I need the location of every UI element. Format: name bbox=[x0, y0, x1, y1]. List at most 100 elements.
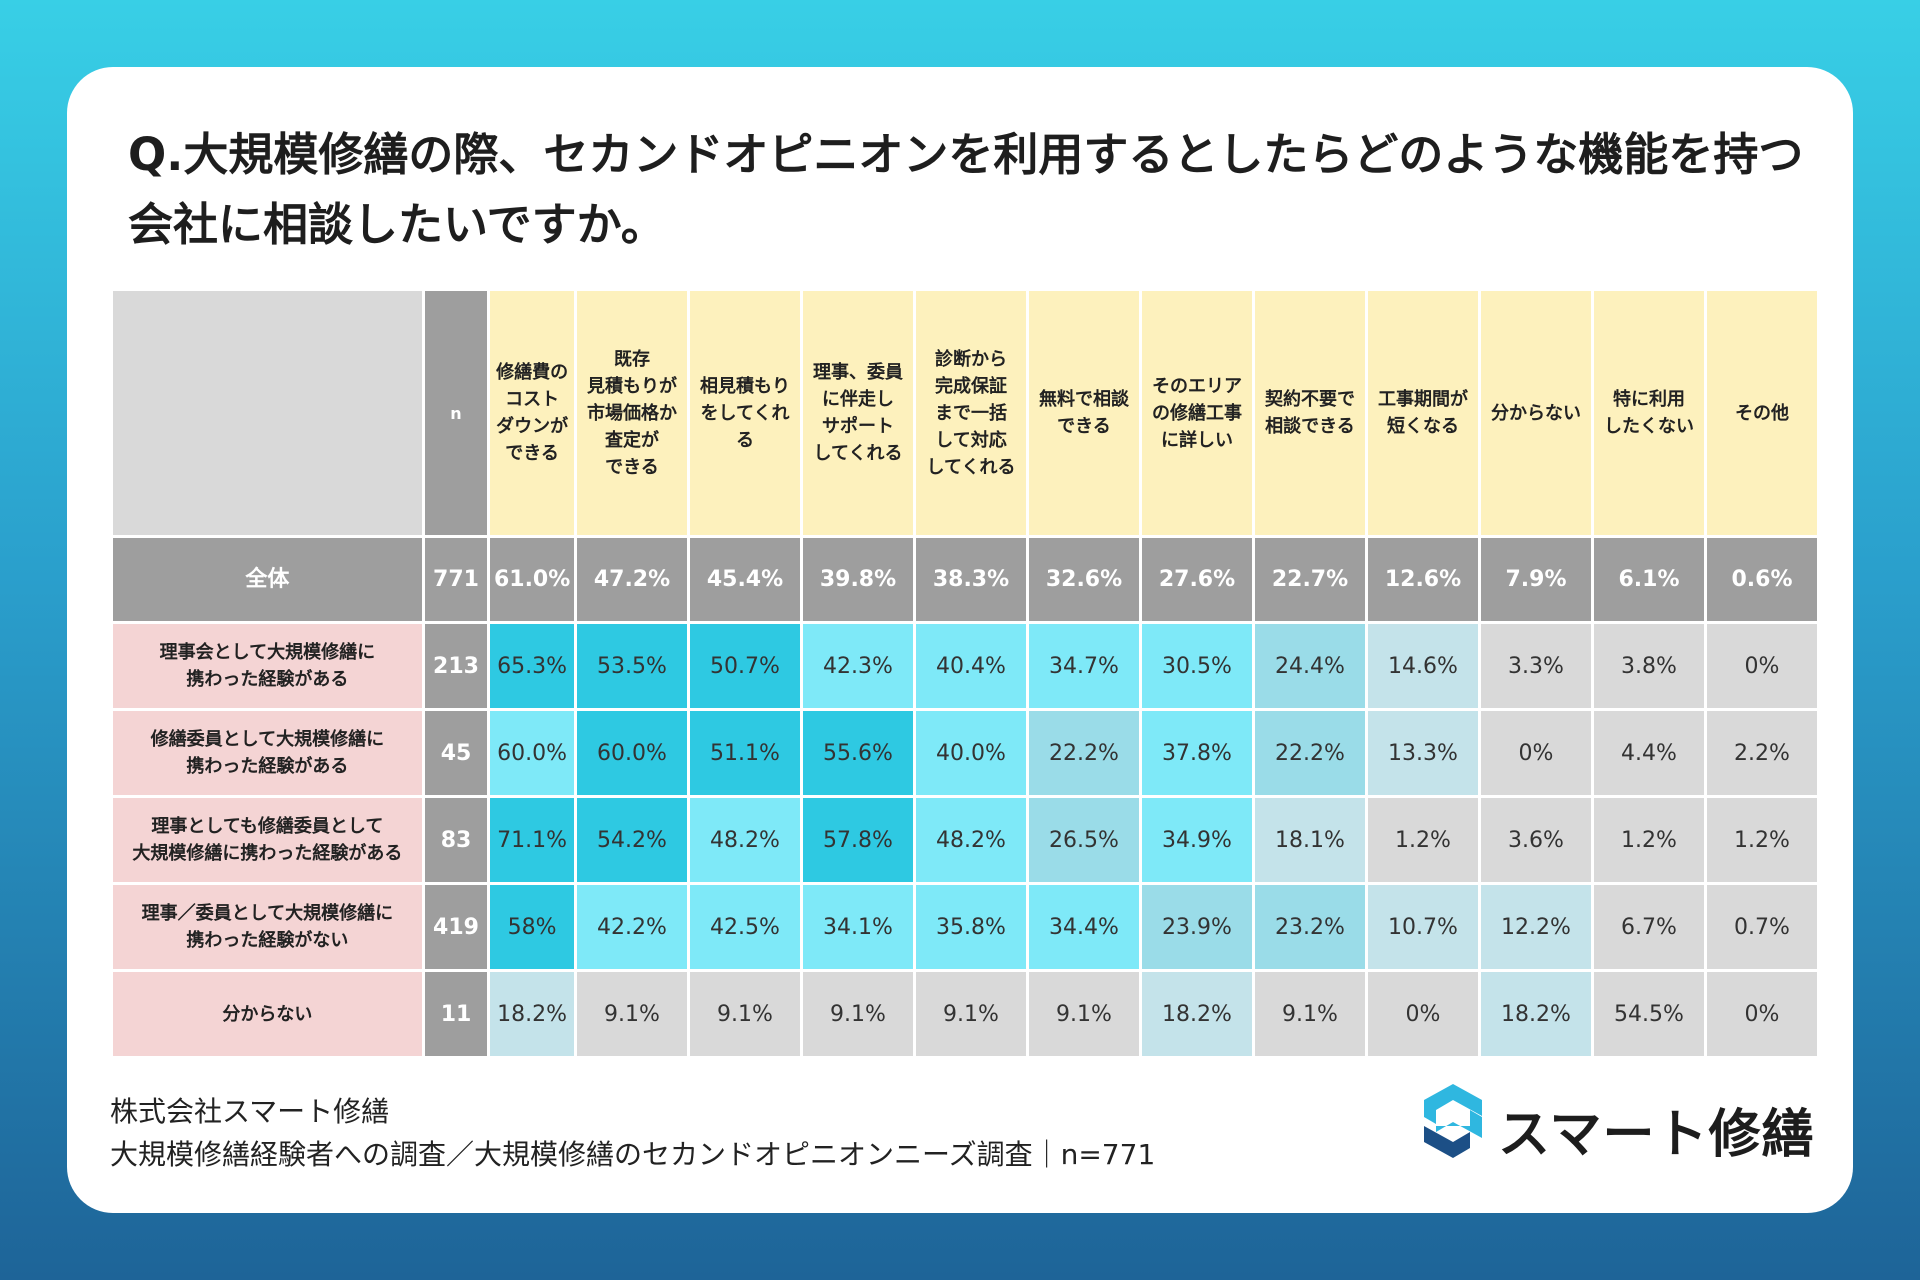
column-header: その他 bbox=[1707, 291, 1817, 535]
header-row: n 修繕費の コスト ダウンが できる 既存 見積もりが 市場価格か 査定が でき… bbox=[113, 291, 1817, 535]
row-n: 11 bbox=[424, 972, 488, 1056]
n-header: n bbox=[424, 291, 488, 535]
table-row: 理事会として大規模修繕に 携わった経験がある 213 65.3% 53.5% 50.7%… bbox=[113, 624, 1817, 708]
value-cell: 12.2% bbox=[1481, 885, 1591, 969]
brand-logo: スマート修繕 bbox=[1418, 1080, 1813, 1170]
column-header: 契約不要で 相談できる bbox=[1255, 291, 1365, 535]
column-header: 特に利用 したくない bbox=[1594, 291, 1704, 535]
logo-text: スマート修繕 bbox=[1498, 1105, 1815, 1165]
column-header: 分からない bbox=[1481, 291, 1591, 535]
value-cell: 60.0% bbox=[490, 711, 574, 795]
value-cell: 34.9% bbox=[1142, 798, 1252, 882]
column-header: そのエリア の修繕工事 に詳しい bbox=[1142, 291, 1252, 535]
value-cell: 40.4% bbox=[916, 624, 1026, 708]
column-header: 相見積もり をしてくれ る bbox=[690, 291, 800, 535]
value-cell: 1.2% bbox=[1368, 798, 1478, 882]
value-cell: 54.2% bbox=[577, 798, 687, 882]
value-cell: 3.6% bbox=[1481, 798, 1591, 882]
value-cell: 14.6% bbox=[1368, 624, 1478, 708]
total-value: 6.1% bbox=[1594, 538, 1704, 621]
value-cell: 9.1% bbox=[916, 972, 1026, 1056]
value-cell: 13.3% bbox=[1368, 711, 1478, 795]
value-cell: 0% bbox=[1707, 972, 1817, 1056]
value-cell: 9.1% bbox=[1029, 972, 1139, 1056]
survey-note: 大規模修繕経験者への調査／大規模修繕のセカンドオピニオンニーズ調査｜n=771 bbox=[110, 1138, 1156, 1171]
value-cell: 23.9% bbox=[1142, 885, 1252, 969]
value-cell: 71.1% bbox=[490, 798, 574, 882]
column-header: 診断から 完成保証 まで一括 して対応 してくれる bbox=[916, 291, 1026, 535]
value-cell: 1.2% bbox=[1594, 798, 1704, 882]
value-cell: 50.7% bbox=[690, 624, 800, 708]
results-table: n 修繕費の コスト ダウンが できる 既存 見積もりが 市場価格か 査定が でき… bbox=[110, 288, 1820, 1059]
total-value: 12.6% bbox=[1368, 538, 1478, 621]
value-cell: 22.2% bbox=[1255, 711, 1365, 795]
value-cell: 18.1% bbox=[1255, 798, 1365, 882]
value-cell: 18.2% bbox=[1481, 972, 1591, 1056]
footer: 株式会社スマート修繕 大規模修繕経験者への調査／大規模修繕のセカンドオピニオンニ… bbox=[110, 1090, 1155, 1176]
row-n: 45 bbox=[424, 711, 488, 795]
value-cell: 35.8% bbox=[916, 885, 1026, 969]
value-cell: 0% bbox=[1707, 624, 1817, 708]
value-cell: 10.7% bbox=[1368, 885, 1478, 969]
row-label: 理事会として大規模修繕に 携わった経験がある bbox=[113, 624, 422, 708]
value-cell: 22.2% bbox=[1029, 711, 1139, 795]
column-header: 理事、委員 に伴走し サポート してくれる bbox=[803, 291, 913, 535]
value-cell: 54.5% bbox=[1594, 972, 1704, 1056]
value-cell: 3.3% bbox=[1481, 624, 1591, 708]
value-cell: 42.3% bbox=[803, 624, 913, 708]
total-value: 22.7% bbox=[1255, 538, 1365, 621]
table-row: 理事としても修繕委員として 大規模修繕に携わった経験がある 83 71.1% 54.2… bbox=[113, 798, 1817, 882]
column-header: 修繕費の コスト ダウンが できる bbox=[490, 291, 574, 535]
value-cell: 58% bbox=[490, 885, 574, 969]
value-cell: 60.0% bbox=[577, 711, 687, 795]
value-cell: 34.1% bbox=[803, 885, 913, 969]
corner-cell bbox=[113, 291, 422, 535]
column-header: 工事期間が 短くなる bbox=[1368, 291, 1478, 535]
row-label: 修繕委員として大規模修繕に 携わった経験がある bbox=[113, 711, 422, 795]
total-value: 32.6% bbox=[1029, 538, 1139, 621]
row-label: 分からない bbox=[113, 972, 422, 1056]
value-cell: 37.8% bbox=[1142, 711, 1252, 795]
value-cell: 1.2% bbox=[1707, 798, 1817, 882]
total-row: 全体 771 61.0% 47.2% 45.4% 39.8% 38.3% 32.6% 27.6%… bbox=[113, 538, 1817, 621]
value-cell: 40.0% bbox=[916, 711, 1026, 795]
table-row: 理事／委員として大規模修繕に 携わった経験がない 419 58% 42.2% 42.5%… bbox=[113, 885, 1817, 969]
value-cell: 18.2% bbox=[1142, 972, 1252, 1056]
row-n: 419 bbox=[424, 885, 488, 969]
column-header: 既存 見積もりが 市場価格か 査定が できる bbox=[577, 291, 687, 535]
value-cell: 9.1% bbox=[803, 972, 913, 1056]
value-cell: 48.2% bbox=[690, 798, 800, 882]
total-value: 7.9% bbox=[1481, 538, 1591, 621]
value-cell: 3.8% bbox=[1594, 624, 1704, 708]
value-cell: 6.7% bbox=[1594, 885, 1704, 969]
value-cell: 48.2% bbox=[916, 798, 1026, 882]
row-n: 83 bbox=[424, 798, 488, 882]
table-body: 全体 771 61.0% 47.2% 45.4% 39.8% 38.3% 32.6% 27.6%… bbox=[113, 538, 1817, 1056]
row-label: 全体 bbox=[113, 538, 422, 621]
value-cell: 34.4% bbox=[1029, 885, 1139, 969]
total-value: 61.0% bbox=[490, 538, 574, 621]
row-n: 213 bbox=[424, 624, 488, 708]
value-cell: 24.4% bbox=[1255, 624, 1365, 708]
value-cell: 34.7% bbox=[1029, 624, 1139, 708]
value-cell: 2.2% bbox=[1707, 711, 1817, 795]
value-cell: 65.3% bbox=[490, 624, 574, 708]
value-cell: 23.2% bbox=[1255, 885, 1365, 969]
s-logo-icon bbox=[1424, 1084, 1482, 1158]
table-row: 修繕委員として大規模修繕に 携わった経験がある 45 60.0% 60.0% 51.1%… bbox=[113, 711, 1817, 795]
value-cell: 18.2% bbox=[490, 972, 574, 1056]
value-cell: 4.4% bbox=[1594, 711, 1704, 795]
value-cell: 42.2% bbox=[577, 885, 687, 969]
question-title: Q.大規模修繕の際、セカンドオピニオンを利用するとしたらどのような機能を持つ会社… bbox=[128, 128, 1804, 251]
value-cell: 0% bbox=[1368, 972, 1478, 1056]
value-cell: 0% bbox=[1481, 711, 1591, 795]
total-value: 27.6% bbox=[1142, 538, 1252, 621]
total-value: 45.4% bbox=[690, 538, 800, 621]
column-header: 無料で相談 できる bbox=[1029, 291, 1139, 535]
value-cell: 9.1% bbox=[690, 972, 800, 1056]
row-label: 理事／委員として大規模修繕に 携わった経験がない bbox=[113, 885, 422, 969]
row-label: 理事としても修繕委員として 大規模修繕に携わった経験がある bbox=[113, 798, 422, 882]
value-cell: 42.5% bbox=[690, 885, 800, 969]
total-value: 0.6% bbox=[1707, 538, 1817, 621]
value-cell: 55.6% bbox=[803, 711, 913, 795]
